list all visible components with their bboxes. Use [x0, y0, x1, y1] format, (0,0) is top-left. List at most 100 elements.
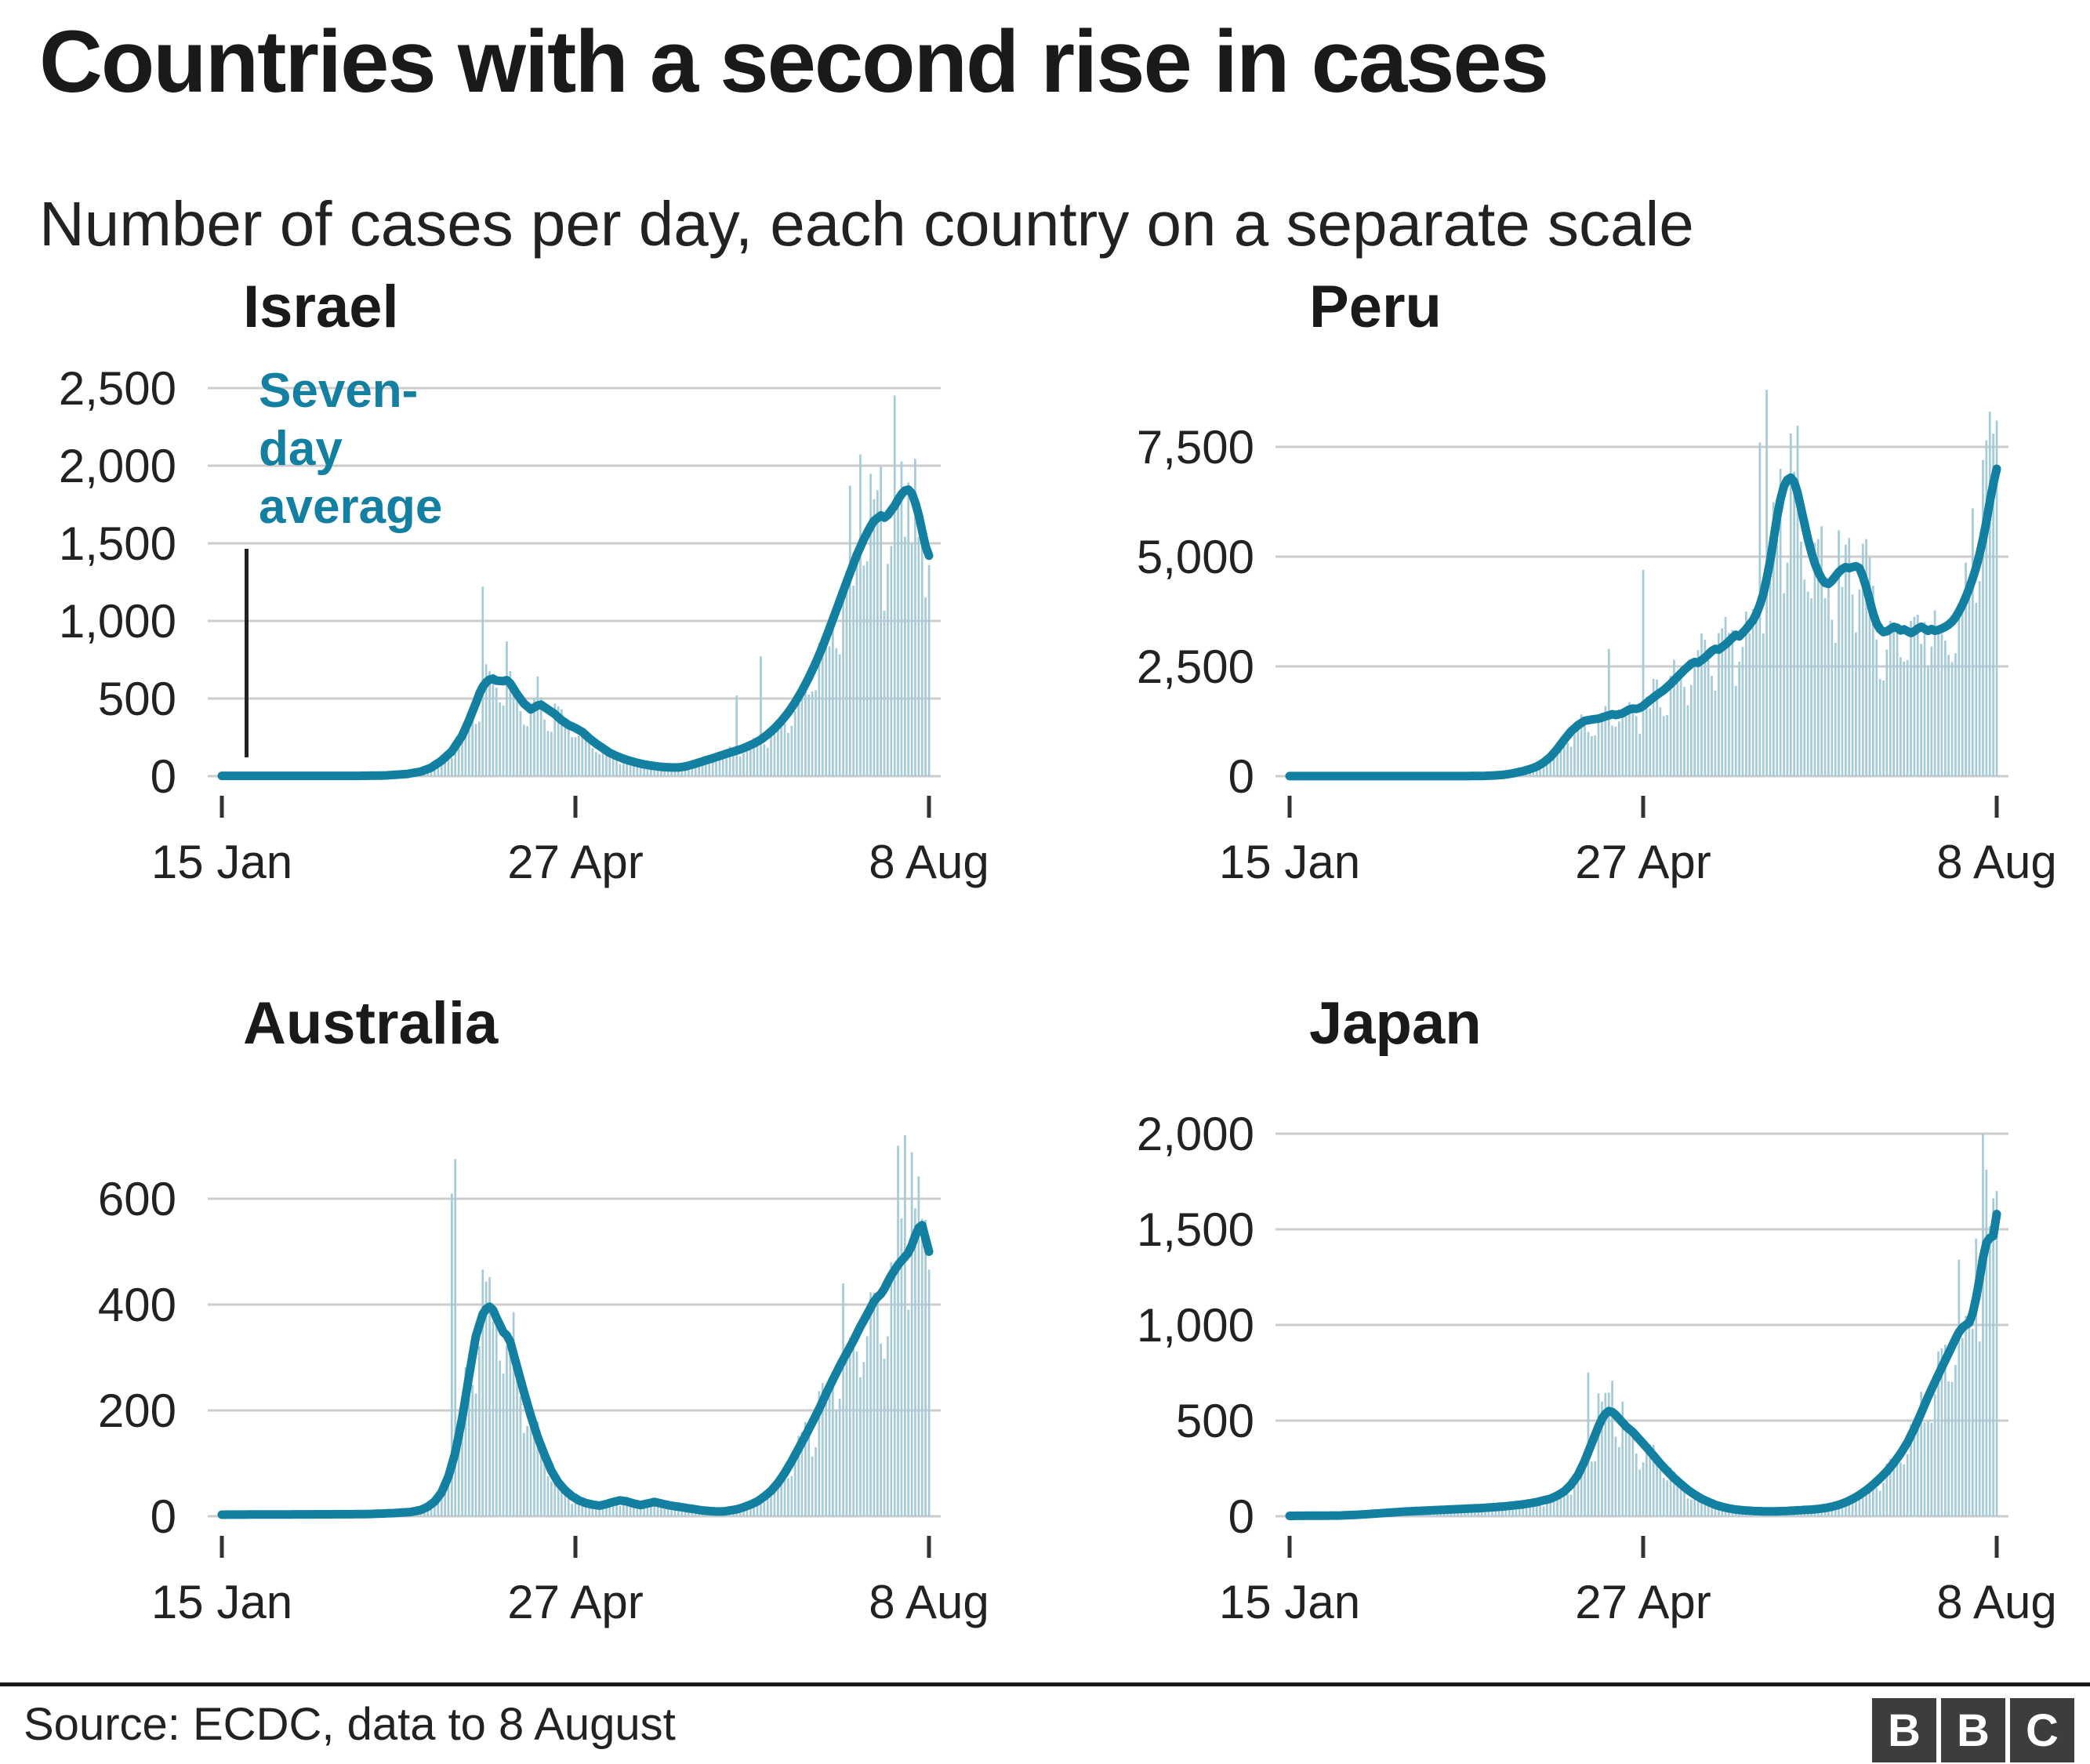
israel-bar [845, 578, 848, 776]
japan-bar [1611, 1381, 1613, 1516]
australia-bar [543, 1459, 546, 1516]
australia-bar [753, 1499, 755, 1516]
israel-bar [506, 641, 508, 776]
israel-bar [588, 741, 590, 776]
peru-bar [1669, 675, 1672, 776]
australia-bar [629, 1504, 632, 1516]
australia-bar [869, 1292, 872, 1516]
israel-bar [735, 695, 738, 776]
israel-bar [567, 723, 570, 776]
peru-bar [1913, 616, 1916, 776]
peru-bar [1755, 620, 1758, 776]
israel-bar [715, 761, 717, 776]
australia-bar [488, 1276, 491, 1516]
japan-bar [1707, 1504, 1710, 1516]
israel-bar [865, 561, 869, 776]
japan-bar [1666, 1480, 1668, 1516]
peru-bar [1838, 530, 1840, 776]
peru-bar [1965, 562, 1967, 776]
israel-bar [601, 749, 604, 776]
peru-bar [1679, 679, 1682, 776]
israel-bar [608, 752, 611, 776]
australia-bar [478, 1345, 481, 1516]
bbc-logo-block-2: B [1941, 1698, 2005, 1762]
australia-bar [865, 1336, 869, 1516]
peru-bar [1714, 690, 1717, 776]
australia-bar [553, 1479, 557, 1516]
japan-bar [1519, 1507, 1521, 1516]
australia-bar [437, 1494, 440, 1516]
israel-bar [444, 759, 446, 776]
peru-bar [1968, 578, 1971, 776]
peru-bar [1950, 662, 1954, 776]
australia-bar [763, 1502, 766, 1516]
japan-bar [1693, 1491, 1696, 1516]
israel-bar [763, 744, 766, 776]
israel-bar [474, 724, 477, 776]
peru-bar [1872, 586, 1874, 776]
israel-y-label-1000: 1,000 [59, 595, 176, 648]
peru-bar [1940, 633, 1943, 776]
israel-bar [705, 759, 707, 776]
israel-bar [701, 762, 704, 776]
israel-bar [561, 709, 563, 776]
israel-bar [440, 757, 443, 776]
japan-bar [1872, 1486, 1874, 1516]
japan-bar [1834, 1508, 1837, 1516]
japan-bar [1889, 1458, 1892, 1516]
peru-bar [1806, 591, 1809, 776]
peru-bar [1865, 539, 1867, 776]
japan-bar [1597, 1393, 1600, 1516]
japan-bar [1638, 1469, 1641, 1516]
peru-bar [1662, 716, 1665, 776]
japan-bar [1474, 1509, 1476, 1516]
australia-bar [797, 1436, 800, 1516]
japan-bar [1662, 1478, 1665, 1516]
australia-bar [660, 1501, 662, 1516]
peru-bar [1577, 720, 1580, 776]
australia-bar [828, 1384, 831, 1516]
japan-bar [1642, 1462, 1645, 1516]
japan-bar [1958, 1259, 1961, 1516]
israel-bar [598, 753, 601, 776]
peru-bar [1820, 526, 1823, 776]
israel-bar [708, 757, 711, 776]
japan-bar [1497, 1508, 1500, 1516]
peru-bar [1652, 679, 1655, 776]
japan-bar [1868, 1481, 1871, 1516]
japan-bar [1968, 1318, 1971, 1516]
israel-bar [787, 732, 789, 776]
japan-x-label: 27 Apr [1575, 1576, 1711, 1628]
peru-bar [1848, 538, 1851, 776]
australia-bar [539, 1447, 542, 1516]
peru-seven-day-average-line [1285, 464, 2001, 781]
australia-bar [907, 1309, 910, 1516]
australia-bar [787, 1478, 789, 1516]
australia-bar [440, 1492, 443, 1516]
australia-bar [777, 1482, 779, 1516]
israel-x-label: 8 Aug [869, 836, 989, 888]
annotation-line-1: Seven- [259, 364, 419, 418]
australia-bar [546, 1475, 550, 1516]
israel-bar [523, 724, 525, 776]
australia-bar [626, 1500, 628, 1516]
israel-bar [509, 670, 512, 776]
australia-bar [639, 1505, 642, 1516]
japan-bar [1624, 1423, 1627, 1516]
israel-y-label-1500: 1,500 [59, 517, 176, 570]
israel-bar [519, 711, 522, 776]
israel-bar [546, 731, 550, 776]
japan-bar [1631, 1431, 1635, 1516]
australia-bar [773, 1486, 776, 1516]
japan-y-label-1500: 1,500 [1137, 1203, 1254, 1256]
australia-bar [873, 1292, 876, 1516]
australia-bar [474, 1393, 477, 1516]
israel-bar [873, 499, 876, 776]
australia-bar [746, 1506, 749, 1516]
peru-bar [1992, 434, 1994, 776]
australia-bar [807, 1434, 811, 1516]
peru-bar [1954, 653, 1957, 776]
australia-bar [598, 1508, 601, 1516]
australia-bar [818, 1391, 821, 1516]
peru-bar [1539, 767, 1541, 776]
